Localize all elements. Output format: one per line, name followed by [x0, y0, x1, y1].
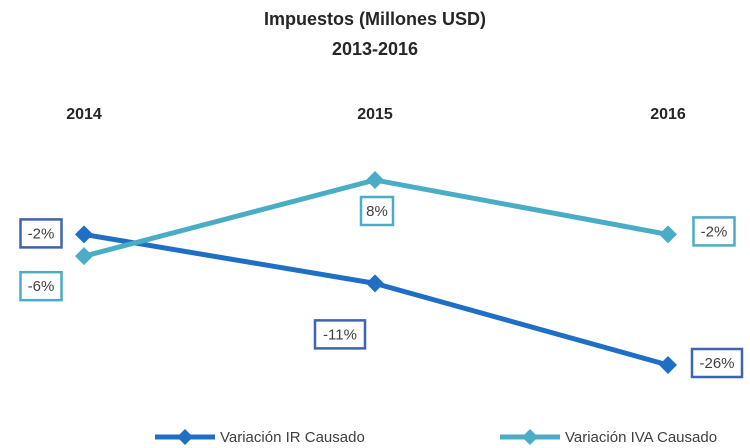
marker [659, 225, 677, 244]
value-label-box [19, 218, 63, 249]
value-label: -11% [323, 326, 357, 343]
x-tick-label: 2014 [66, 106, 102, 123]
value-label-box [313, 319, 367, 350]
value-label-box [19, 270, 63, 302]
value-label: -6% [28, 278, 55, 295]
value-label: -26% [699, 355, 734, 372]
legend-marker [177, 429, 193, 445]
marker [659, 356, 677, 374]
value-label-box [690, 347, 744, 379]
chart-title: Impuestos (Millones USD) [264, 9, 486, 29]
value-label: 8% [366, 203, 388, 220]
marker [75, 225, 93, 244]
legend-marker [522, 429, 538, 445]
value-label-box [359, 195, 395, 227]
x-tick-label: 2016 [650, 106, 686, 123]
legend-label: Variación IR Causado [220, 429, 365, 446]
marker [366, 274, 384, 293]
value-label-box [692, 216, 736, 247]
series-line [83, 231, 669, 368]
legend-label: Variación IVA Causado [565, 429, 717, 446]
value-label: -2% [701, 223, 728, 240]
marker [366, 171, 384, 189]
value-label: -2% [28, 225, 55, 242]
x-tick-label: 2015 [357, 106, 393, 123]
marker [75, 247, 93, 266]
chart-subtitle: 2013-2016 [332, 39, 418, 59]
